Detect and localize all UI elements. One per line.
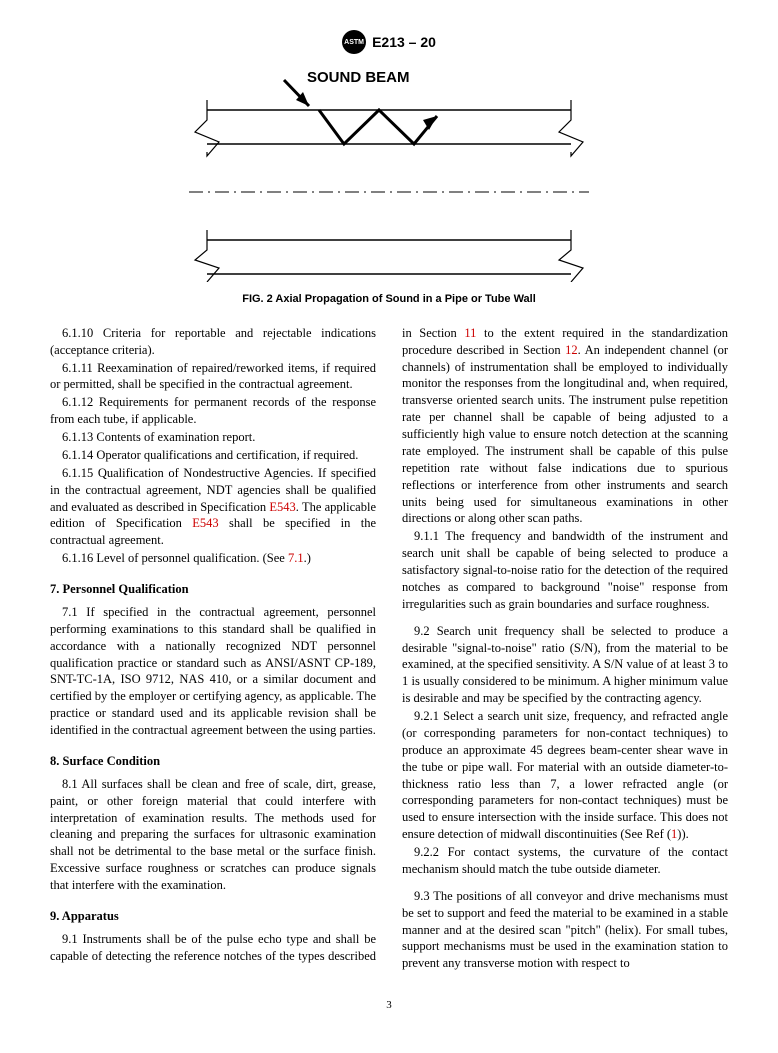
para-6-1-16: 6.1.16 Level of personnel qualification.…	[50, 550, 376, 567]
para-7-1: 7.1 If specified in the contractual agre…	[50, 604, 376, 739]
ref-e543-1: E543	[269, 500, 295, 514]
page-number: 3	[50, 998, 728, 1013]
text-run: 9.2.1 Select a search unit size, frequen…	[402, 709, 728, 841]
body-text-columns: 6.1.10 Criteria for reportable and rejec…	[50, 325, 728, 972]
figure-caption: FIG. 2 Axial Propagation of Sound in a P…	[242, 292, 536, 307]
para-6-1-15: 6.1.15 Qualification of Nondestructive A…	[50, 465, 376, 549]
para-9-1-1: 9.1.1 The frequency and bandwidth of the…	[402, 528, 728, 612]
para-6-1-12: 6.1.12 Requirements for permanent record…	[50, 394, 376, 428]
figure-2: SOUND BEAM FIG. 2 Axial Propagation of S…	[50, 62, 728, 307]
heading-7: 7. Personnel Qualification	[50, 581, 376, 598]
para-9-2-2: 9.2.2 For contact systems, the curvature…	[402, 844, 728, 878]
text-run: . An independent channel (or channels) o…	[402, 343, 728, 526]
sound-beam-label: SOUND BEAM	[307, 69, 410, 86]
doc-header: ASTM E213 – 20	[50, 30, 728, 54]
text-run: .)	[304, 551, 311, 565]
text-run: )).	[677, 827, 688, 841]
text-run: 6.1.16 Level of personnel qualification.…	[62, 551, 288, 565]
sound-beam-diagram: SOUND BEAM	[169, 62, 609, 282]
para-8-1: 8.1 All surfaces shall be clean and free…	[50, 776, 376, 894]
para-6-1-10: 6.1.10 Criteria for reportable and rejec…	[50, 325, 376, 359]
para-6-1-14: 6.1.14 Operator qualifications and certi…	[50, 447, 376, 464]
ref-e543-2: E543	[192, 516, 218, 530]
ref-section-11: 11	[464, 326, 476, 340]
ref-section-12: 12	[565, 343, 578, 357]
para-9-2-1: 9.2.1 Select a search unit size, frequen…	[402, 708, 728, 843]
para-6-1-13: 6.1.13 Contents of examination report.	[50, 429, 376, 446]
para-9-3: 9.3 The positions of all conveyor and dr…	[402, 888, 728, 972]
ref-7-1: 7.1	[288, 551, 304, 565]
para-9-2: 9.2 Search unit frequency shall be selec…	[402, 623, 728, 707]
para-6-1-11: 6.1.11 Reexamination of repaired/reworke…	[50, 360, 376, 394]
heading-8: 8. Surface Condition	[50, 753, 376, 770]
astm-logo-icon: ASTM	[342, 30, 366, 54]
heading-9: 9. Apparatus	[50, 908, 376, 925]
doc-identifier: E213 – 20	[372, 33, 436, 52]
